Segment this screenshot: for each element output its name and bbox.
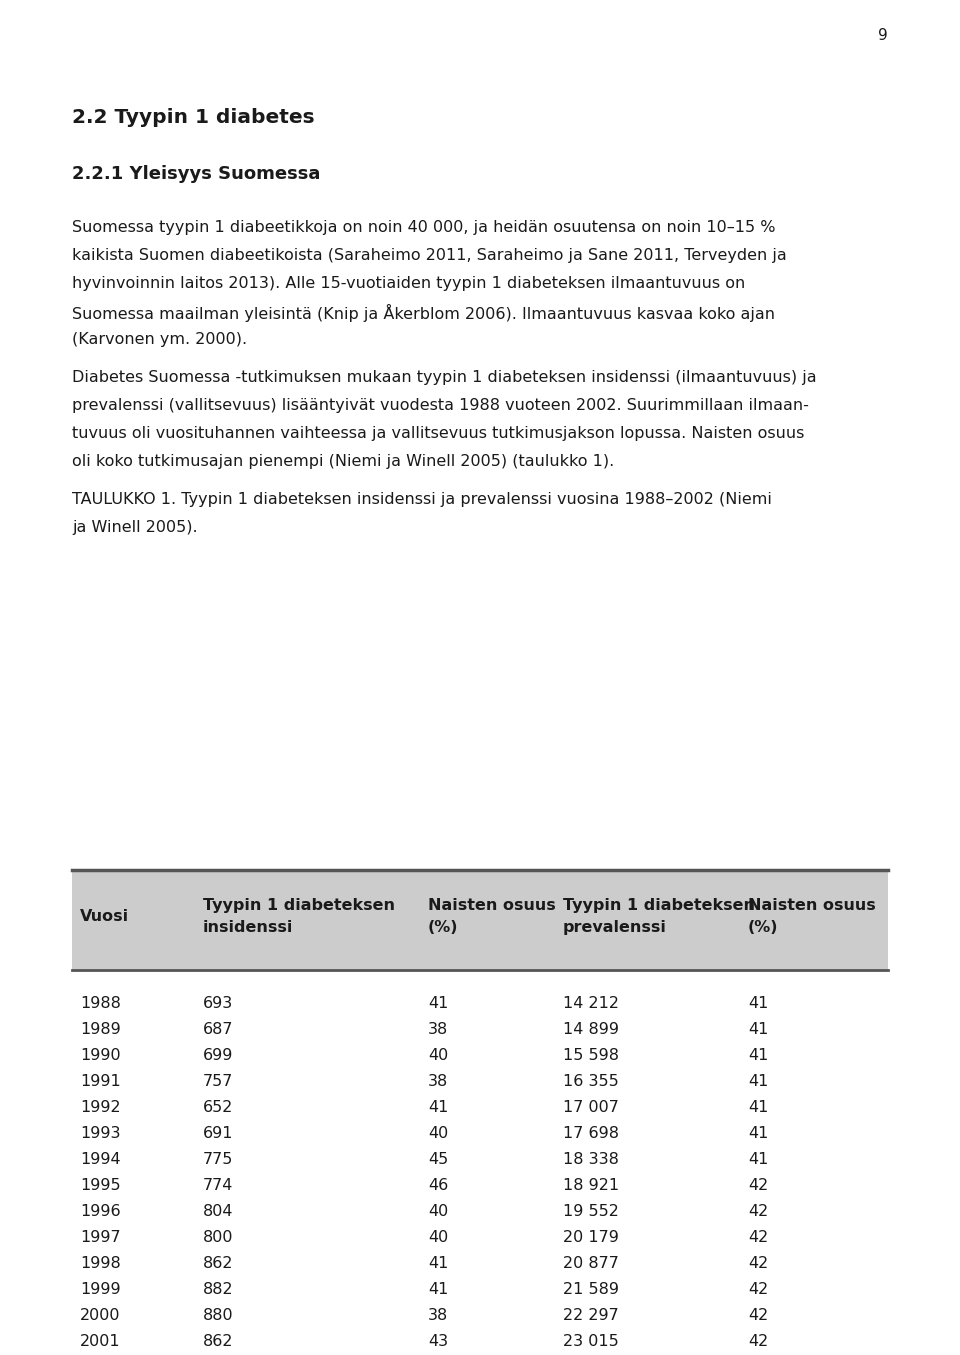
Text: 882: 882 — [203, 1282, 233, 1297]
Text: 23 015: 23 015 — [563, 1335, 619, 1350]
Text: 1997: 1997 — [80, 1230, 121, 1245]
Text: 14 899: 14 899 — [563, 1022, 619, 1037]
Text: 41: 41 — [428, 1282, 448, 1297]
Text: 41: 41 — [428, 1100, 448, 1115]
Text: hyvinvoinnin laitos 2013). Alle 15-vuotiaiden tyypin 1 diabeteksen ilmaantuvuus : hyvinvoinnin laitos 2013). Alle 15-vuoti… — [72, 276, 745, 291]
Text: Diabetes Suomessa -tutkimuksen mukaan tyypin 1 diabeteksen insidenssi (ilmaantuv: Diabetes Suomessa -tutkimuksen mukaan ty… — [72, 370, 817, 385]
Text: kaikista Suomen diabeetikoista (Saraheimo 2011, Saraheimo ja Sane 2011, Terveyde: kaikista Suomen diabeetikoista (Saraheim… — [72, 248, 787, 263]
Text: 1999: 1999 — [80, 1282, 121, 1297]
Text: 2001: 2001 — [80, 1335, 121, 1350]
Text: 1991: 1991 — [80, 1075, 121, 1089]
Text: 42: 42 — [748, 1256, 768, 1271]
Text: insidenssi: insidenssi — [203, 920, 294, 935]
Text: Naisten osuus: Naisten osuus — [428, 898, 556, 913]
Text: prevalenssi: prevalenssi — [563, 920, 667, 935]
Text: 17 698: 17 698 — [563, 1126, 619, 1141]
Text: Suomessa tyypin 1 diabeetikkoja on noin 40 000, ja heidän osuutensa on noin 10–1: Suomessa tyypin 1 diabeetikkoja on noin … — [72, 220, 776, 234]
Text: 40: 40 — [428, 1230, 448, 1245]
Text: 775: 775 — [203, 1152, 233, 1167]
Text: 862: 862 — [203, 1256, 233, 1271]
Text: 41: 41 — [748, 1022, 768, 1037]
Text: 41: 41 — [748, 1047, 768, 1064]
Text: 41: 41 — [748, 996, 768, 1011]
Text: 862: 862 — [203, 1335, 233, 1350]
Text: 15 598: 15 598 — [563, 1047, 619, 1064]
Text: 2.2.1 Yleisyys Suomessa: 2.2.1 Yleisyys Suomessa — [72, 165, 321, 183]
Text: 1990: 1990 — [80, 1047, 121, 1064]
Text: 43: 43 — [428, 1335, 448, 1350]
Text: (Karvonen ym. 2000).: (Karvonen ym. 2000). — [72, 332, 247, 347]
Text: 18 921: 18 921 — [563, 1177, 619, 1192]
Text: 46: 46 — [428, 1177, 448, 1192]
Text: 45: 45 — [428, 1152, 448, 1167]
Text: Tyypin 1 diabeteksen: Tyypin 1 diabeteksen — [203, 898, 395, 913]
Text: 1998: 1998 — [80, 1256, 121, 1271]
Text: oli koko tutkimusajan pienempi (Niemi ja Winell 2005) (taulukko 1).: oli koko tutkimusajan pienempi (Niemi ja… — [72, 454, 614, 469]
Text: 41: 41 — [748, 1075, 768, 1089]
Text: 41: 41 — [428, 1256, 448, 1271]
Text: 42: 42 — [748, 1282, 768, 1297]
Text: 691: 691 — [203, 1126, 233, 1141]
Text: 19 552: 19 552 — [563, 1205, 619, 1220]
Text: 1993: 1993 — [80, 1126, 121, 1141]
Text: TAULUKKO 1. Tyypin 1 diabeteksen insidenssi ja prevalenssi vuosina 1988–2002 (Ni: TAULUKKO 1. Tyypin 1 diabeteksen insiden… — [72, 492, 772, 507]
Text: 1988: 1988 — [80, 996, 121, 1011]
Text: 880: 880 — [203, 1308, 233, 1322]
Text: 9: 9 — [878, 28, 888, 43]
Text: Tyypin 1 diabeteksen: Tyypin 1 diabeteksen — [563, 898, 755, 913]
Text: 41: 41 — [428, 996, 448, 1011]
Text: 38: 38 — [428, 1022, 448, 1037]
Text: 41: 41 — [748, 1126, 768, 1141]
Text: 41: 41 — [748, 1100, 768, 1115]
Text: 2000: 2000 — [80, 1308, 121, 1322]
Text: Vuosi: Vuosi — [80, 909, 130, 924]
Text: 652: 652 — [203, 1100, 233, 1115]
Text: 693: 693 — [203, 996, 233, 1011]
Text: 41: 41 — [748, 1152, 768, 1167]
Text: Naisten osuus: Naisten osuus — [748, 898, 876, 913]
Text: 1989: 1989 — [80, 1022, 121, 1037]
Text: 1992: 1992 — [80, 1100, 121, 1115]
Text: 40: 40 — [428, 1047, 448, 1064]
Text: 16 355: 16 355 — [563, 1075, 619, 1089]
Text: (%): (%) — [428, 920, 459, 935]
Text: 42: 42 — [748, 1335, 768, 1350]
Text: 804: 804 — [203, 1205, 233, 1220]
Text: 38: 38 — [428, 1075, 448, 1089]
Text: 38: 38 — [428, 1308, 448, 1322]
Text: 40: 40 — [428, 1205, 448, 1220]
Text: ja Winell 2005).: ja Winell 2005). — [72, 520, 198, 535]
Text: 1996: 1996 — [80, 1205, 121, 1220]
Text: 42: 42 — [748, 1230, 768, 1245]
Text: 42: 42 — [748, 1177, 768, 1192]
Text: 1995: 1995 — [80, 1177, 121, 1192]
Text: 687: 687 — [203, 1022, 233, 1037]
Text: tuvuus oli vuosituhannen vaihteessa ja vallitsevuus tutkimusjakson lopussa. Nais: tuvuus oli vuosituhannen vaihteessa ja v… — [72, 425, 804, 440]
Text: 17 007: 17 007 — [563, 1100, 619, 1115]
Text: 2.2 Tyypin 1 diabetes: 2.2 Tyypin 1 diabetes — [72, 108, 315, 127]
Text: 800: 800 — [203, 1230, 233, 1245]
Text: 20 877: 20 877 — [563, 1256, 619, 1271]
Text: 774: 774 — [203, 1177, 233, 1192]
Text: 757: 757 — [203, 1075, 233, 1089]
Text: 42: 42 — [748, 1205, 768, 1220]
Text: 21 589: 21 589 — [563, 1282, 619, 1297]
Text: 40: 40 — [428, 1126, 448, 1141]
Text: 1994: 1994 — [80, 1152, 121, 1167]
Text: Suomessa maailman yleisintä (Knip ja Åkerblom 2006). Ilmaantuvuus kasvaa koko aj: Suomessa maailman yleisintä (Knip ja Åke… — [72, 304, 775, 322]
Text: (%): (%) — [748, 920, 779, 935]
Text: 20 179: 20 179 — [563, 1230, 619, 1245]
Text: 18 338: 18 338 — [563, 1152, 619, 1167]
Text: 22 297: 22 297 — [563, 1308, 619, 1322]
Bar — [72, 870, 888, 970]
Text: 699: 699 — [203, 1047, 233, 1064]
Text: 14 212: 14 212 — [563, 996, 619, 1011]
Text: 42: 42 — [748, 1308, 768, 1322]
Text: prevalenssi (vallitsevuus) lisääntyivät vuodesta 1988 vuoteen 2002. Suurimmillaa: prevalenssi (vallitsevuus) lisääntyivät … — [72, 398, 809, 413]
